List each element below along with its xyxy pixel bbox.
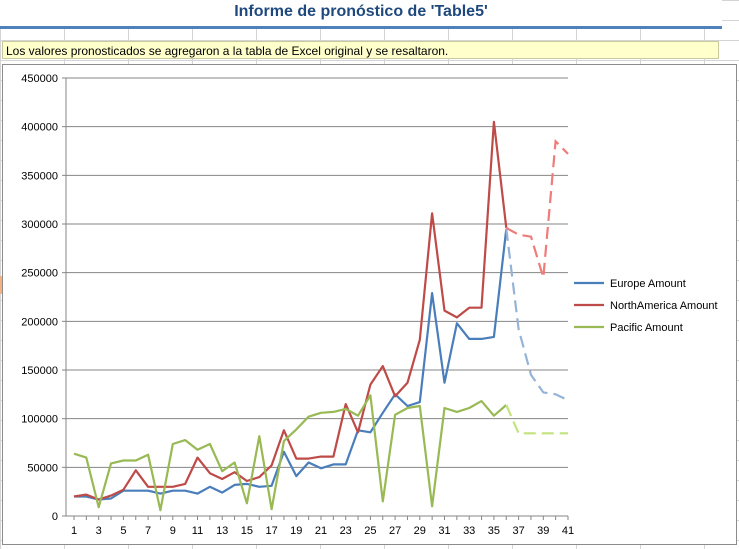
y-axis-tick-labels: 0 50000 100000 150000 200000 250000 300000 3500… xyxy=(21,73,58,523)
chart-legend: Europe Amount NorthAmerica Amount Pacific … xyxy=(574,278,718,334)
y-tick-label: 400000 xyxy=(21,122,58,134)
series-line-2 xyxy=(73,394,508,512)
forecast-note: Los valores pronosticados se agregaron a… xyxy=(2,41,719,59)
legend-label-2: Pacific Amount xyxy=(610,322,683,334)
chart-area[interactable] xyxy=(2,64,737,545)
chart-axes xyxy=(62,77,569,520)
x-tick-label: 29 xyxy=(414,525,426,537)
x-tick-label: 9 xyxy=(170,525,176,537)
x-tick-label: 23 xyxy=(340,525,352,537)
x-tick-label: 33 xyxy=(463,525,475,537)
y-tick-label: 150000 xyxy=(21,365,58,377)
x-tick-label: 15 xyxy=(241,525,253,537)
x-tick-label: 19 xyxy=(290,525,302,537)
x-tick-label: 31 xyxy=(438,525,450,537)
x-tick-label: 7 xyxy=(145,525,151,537)
x-tick-label: 5 xyxy=(120,525,126,537)
x-tick-label: 27 xyxy=(389,525,401,537)
legend-label-1: NorthAmerica Amount xyxy=(610,300,718,312)
report-title: Informe de pronóstico de 'Table5' xyxy=(234,3,488,20)
y-tick-label: 100000 xyxy=(21,414,58,426)
y-tick-label: 300000 xyxy=(21,219,58,231)
legend-label-0: Europe Amount xyxy=(610,278,686,290)
x-tick-label: 25 xyxy=(364,525,376,537)
x-tick-label: 35 xyxy=(488,525,500,537)
chart-gridlines xyxy=(66,77,568,468)
forecast-line-0 xyxy=(505,228,569,402)
y-tick-label: 350000 xyxy=(21,170,58,182)
forecast-line-1 xyxy=(505,138,569,278)
x-tick-label: 1 xyxy=(71,525,77,537)
chart-series-lines xyxy=(73,120,569,512)
x-tick-label: 41 xyxy=(562,525,574,537)
forecast-line-2 xyxy=(505,404,568,435)
series-line-1 xyxy=(73,120,508,501)
x-axis-tick-labels: 1 3 5 7 9 11 13 15 17 19 21 23 25 27 29 31 33 35 37 39 41 xyxy=(71,525,574,537)
x-tick-label: 39 xyxy=(537,525,549,537)
x-tick-label: 21 xyxy=(315,525,327,537)
y-tick-label: 200000 xyxy=(21,316,58,328)
report-title-bar: Informe de pronóstico de 'Table5' xyxy=(0,0,722,29)
x-tick-label: 17 xyxy=(265,525,277,537)
x-tick-label: 3 xyxy=(96,525,102,537)
y-tick-label: 450000 xyxy=(21,73,58,85)
y-tick-label: 0 xyxy=(52,511,58,523)
x-tick-label: 37 xyxy=(512,525,524,537)
series-line-0 xyxy=(74,228,508,501)
x-tick-label: 11 xyxy=(192,525,203,537)
y-tick-label: 250000 xyxy=(21,268,58,280)
x-tick-label: 13 xyxy=(216,525,228,537)
y-tick-label: 50000 xyxy=(27,462,58,474)
